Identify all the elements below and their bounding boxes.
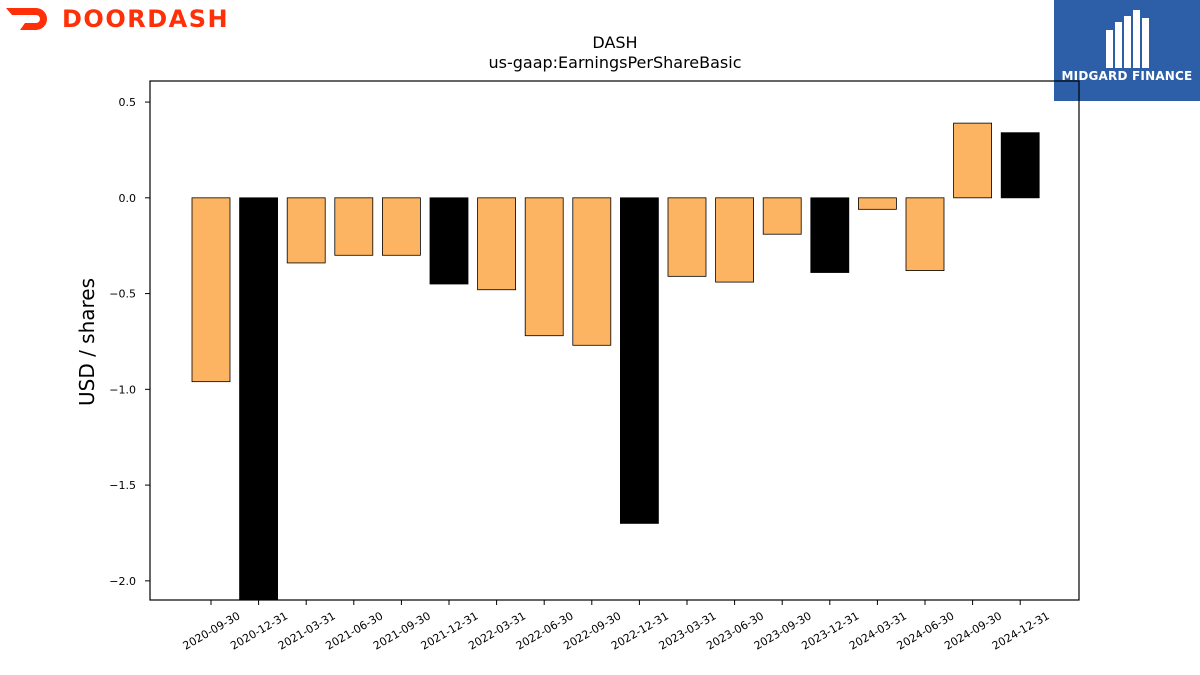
bar-2024-09-30 — [953, 122, 992, 199]
y-tick-label: 0.5 — [119, 96, 137, 109]
bar-2021-09-30 — [381, 197, 421, 256]
doordash-dash-icon — [6, 8, 47, 30]
midgard-finance-badge: MIDGARD FINANCE — [1054, 0, 1200, 101]
bar-2021-03-31 — [286, 197, 326, 264]
bar-2021-12-31 — [429, 197, 469, 285]
bar-2022-09-30 — [572, 197, 612, 346]
brand-name: DOORDASH — [62, 5, 230, 33]
midgard-m-icon — [1106, 10, 1149, 68]
y-tick-label: −1.0 — [109, 383, 136, 396]
bar-2020-09-30 — [191, 197, 231, 383]
doordash-logo: DOORDASH — [4, 4, 229, 34]
y-tick-label: 0.0 — [119, 192, 137, 205]
plot-frame — [149, 80, 1080, 601]
bar-2020-12-31 — [239, 197, 279, 601]
y-axis-label: USD / shares — [75, 278, 99, 406]
bar-2022-06-30 — [524, 197, 564, 337]
bar-2024-06-30 — [905, 197, 945, 271]
bar-2022-12-31 — [620, 197, 659, 524]
chart-title: DASH — [592, 33, 637, 52]
bar-2023-06-30 — [715, 197, 754, 283]
badge-text: MIDGARD FINANCE — [1061, 69, 1193, 83]
y-tick-label: −1.5 — [109, 479, 136, 492]
bar-2024-12-31 — [1000, 132, 1040, 199]
y-tick-label: −0.5 — [109, 288, 136, 301]
bar-2024-03-31 — [858, 197, 897, 210]
y-tick-label: −2.0 — [109, 575, 136, 588]
bar-2023-09-30 — [762, 197, 802, 235]
bar-2022-03-31 — [477, 197, 517, 291]
bar-2021-06-30 — [334, 197, 374, 256]
chart-subtitle: us-gaap:EarningsPerShareBasic — [488, 53, 741, 72]
bar-2023-12-31 — [810, 197, 850, 273]
bar-2023-03-31 — [667, 197, 707, 277]
